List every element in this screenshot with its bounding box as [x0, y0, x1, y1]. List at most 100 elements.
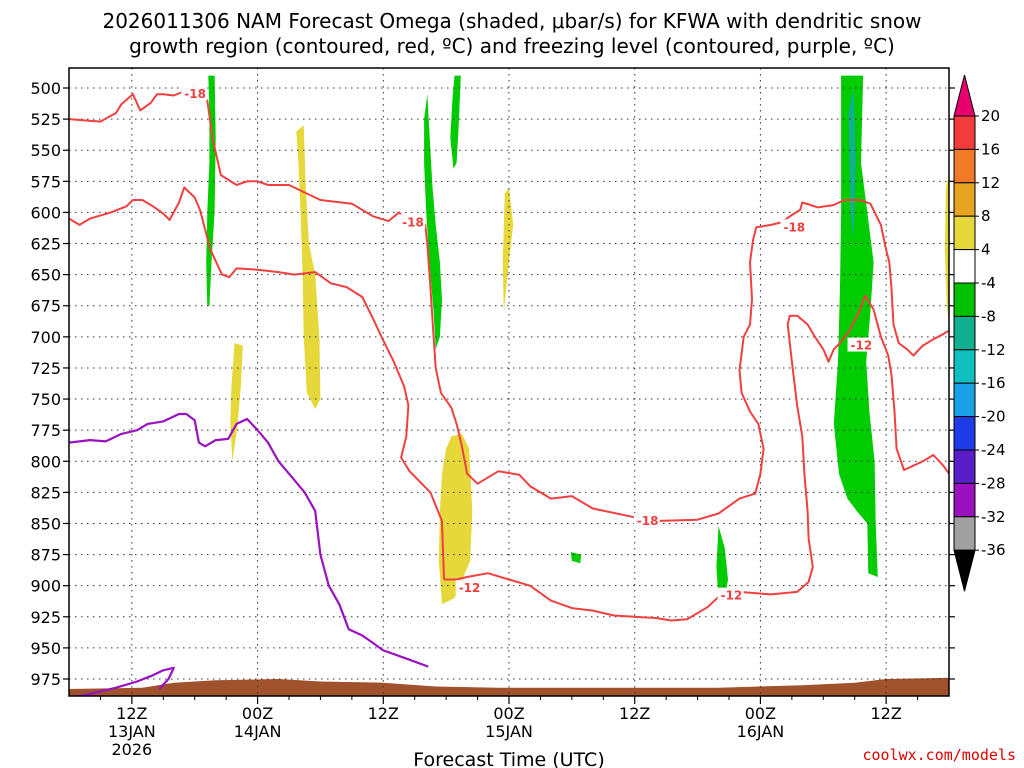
colorbar-label-10: -24: [981, 441, 1006, 459]
minus18-upper-label-bg-1: [399, 214, 426, 229]
y-tick-label-650: 650: [30, 266, 61, 285]
minus18-lower: [69, 186, 445, 580]
x-tick-label-72: 00Z: [745, 704, 776, 723]
freezing-level-main: [69, 412, 429, 668]
colorbar-bin-5: [953, 249, 976, 284]
y-tick-label-700: 700: [30, 328, 61, 347]
minus12-label-1: -12: [721, 589, 743, 603]
omega-upward-2: [424, 94, 442, 350]
colorbar-label-4: 4: [981, 241, 991, 259]
y-axis: 500 525 550 575 600 625 650 675 700 725 750 775 800 8…: [30, 79, 955, 689]
x-tick-label-36: 12Z: [368, 704, 399, 723]
credit-text: coolwx.com/models: [862, 746, 1016, 764]
colorbar-label-3: 8: [981, 207, 991, 225]
colorbar-bin-11: [953, 449, 976, 484]
minus18-upper: [69, 85, 949, 522]
colorbar-label-11: -28: [981, 474, 1006, 492]
minus18-upper-label-0: -18: [184, 87, 206, 101]
x-tick-label-84: 12Z: [870, 704, 901, 723]
minus12: [444, 294, 949, 622]
x-tick-date-72: 16JAN: [737, 722, 785, 741]
colorbar-label-13: -36: [981, 541, 1006, 559]
colorbar-bin-4: [953, 215, 976, 251]
y-tick-label-975: 975: [30, 670, 61, 689]
y-tick-label-625: 625: [30, 235, 61, 254]
omega-sinking-1: [230, 343, 243, 462]
y-tick-label-950: 950: [30, 639, 61, 658]
minus18-upper-label-bg-0: [181, 86, 208, 101]
colorbar: 20 16 12 8 4 -4 -8 -12 -16 -20 -24 -28 -32 -36: [953, 74, 1006, 592]
colorbar-label-9: -20: [981, 408, 1006, 426]
colorbar-label-8: -16: [981, 374, 1006, 392]
freezing-level-surface: [72, 666, 175, 696]
colorbar-bin-8: [953, 349, 976, 384]
omega-sinking-3: [438, 433, 473, 605]
colorbar-label-5: -4: [981, 274, 996, 292]
y-tick-label-900: 900: [30, 577, 61, 596]
colorbar-bin-1: [953, 115, 976, 150]
colorbar-label-1: 16: [981, 140, 1000, 158]
omega-upward-5: [716, 526, 728, 599]
y-tick-label-750: 750: [30, 390, 61, 409]
colorbar-label-2: 12: [981, 174, 1000, 192]
omega-sinking-4: [502, 187, 514, 312]
colorbar-label-12: -32: [981, 508, 1006, 526]
y-tick-label-525: 525: [30, 110, 61, 129]
x-tick-label-12: 12Z: [116, 704, 147, 723]
omega-upward-4: [570, 552, 582, 564]
x-tick-year-12: 2026: [111, 740, 152, 759]
x-tick-label-24: 00Z: [242, 704, 273, 723]
y-tick-label-550: 550: [30, 141, 61, 160]
colorbar-bin-13: [953, 516, 976, 551]
minus12-label-bg-2: [847, 337, 874, 352]
minus12-label-0: -12: [459, 581, 481, 595]
colorbar-label-0: 20: [981, 107, 1000, 125]
x-tick-date-12: 13JAN: [108, 722, 156, 741]
chart-title-line1: 2026011306 NAM Forecast Omega (shaded, μ…: [102, 9, 921, 33]
colorbar-bin-3: [953, 182, 976, 217]
minus18-upper-label-3: -18: [783, 220, 805, 234]
chart-title-line2: growth region (contoured, red, ºC) and f…: [129, 34, 895, 58]
y-tick-label-875: 875: [30, 546, 61, 565]
y-tick-label-725: 725: [30, 359, 61, 378]
colorbar-bin-2: [953, 148, 976, 184]
y-tick-label-675: 675: [30, 297, 61, 316]
contour-labels: -18 -18 -18 -18 -12 -12 -12: [181, 86, 874, 603]
y-tick-label-800: 800: [30, 452, 61, 471]
minus18-upper-label-1: -18: [402, 215, 424, 229]
grid-lines: [69, 68, 949, 696]
colorbar-label-6: -8: [981, 307, 996, 325]
colorbar-min-arrow: [953, 549, 976, 592]
colorbar-bin-6: [953, 282, 976, 317]
colorbar-bin-9: [953, 382, 976, 418]
x-tick-date-48: 15JAN: [485, 722, 533, 741]
x-tick-label-48: 00Z: [493, 704, 524, 723]
y-tick-label-500: 500: [30, 79, 61, 98]
minus12-label-bg-1: [717, 587, 744, 602]
minus12-label-2: -12: [851, 339, 873, 353]
y-tick-label-775: 775: [30, 421, 61, 440]
x-tick-label-60: 12Z: [619, 704, 650, 723]
omega-sinking-2: [296, 125, 321, 410]
minus18-upper-label-bg-3: [780, 219, 807, 234]
minus18-upper-label-2: -18: [637, 514, 659, 528]
contour-layer: [69, 85, 949, 696]
y-tick-label-850: 850: [30, 514, 61, 533]
omega-upward-3: [450, 75, 461, 169]
plot-frame: [68, 67, 950, 697]
minus18-upper-label-bg-2: [633, 512, 660, 527]
x-tick-date-24: 14JAN: [234, 722, 282, 741]
colorbar-label-7: -12: [981, 341, 1006, 359]
colorbar-bin-7: [953, 315, 976, 351]
y-tick-label-575: 575: [30, 172, 61, 191]
minus12-label-bg-0: [455, 580, 482, 595]
colorbar-max-arrow: [953, 74, 976, 117]
y-tick-label-600: 600: [30, 203, 61, 222]
y-tick-label-825: 825: [30, 483, 61, 502]
x-axis-label: Forecast Time (UTC): [413, 749, 604, 768]
colorbar-bin-12: [953, 482, 976, 518]
omega-upward-1: [206, 75, 216, 306]
colorbar-bin-10: [953, 416, 976, 451]
